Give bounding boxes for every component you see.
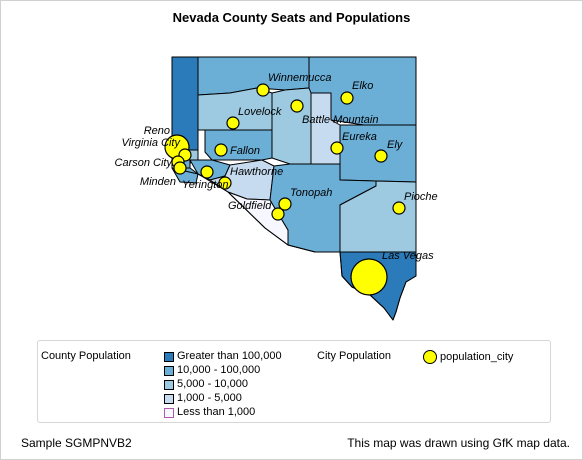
city-label-pioche: Pioche — [404, 191, 438, 203]
city-label-virginia-city: Virginia City — [122, 137, 182, 149]
city-label-eureka: Eureka — [342, 131, 377, 143]
city-bubble-goldfield[interactable] — [271, 207, 285, 221]
county-lander[interactable] — [271, 87, 312, 165]
city-bubble-pioche[interactable] — [392, 201, 406, 215]
nevada-map: Winnemucca Elko Lovelock Battle Mountain Ren… — [115, 56, 438, 321]
city-bubble-eureka[interactable] — [330, 141, 344, 155]
city-label-carson-city: Carson City — [115, 157, 174, 169]
city-bubble-hawthorne[interactable] — [218, 176, 232, 190]
city-bubble-las-vegas[interactable] — [350, 258, 388, 296]
city-bubble-elko[interactable] — [340, 91, 354, 105]
city-bubble-fallon[interactable] — [214, 143, 228, 157]
legend-label-1: Greater than 100,000 — [177, 350, 282, 362]
city-bubble-yerington[interactable] — [200, 165, 214, 179]
city-legend-title: City Population — [317, 350, 391, 362]
city-bubble-battle-mountain[interactable] — [290, 99, 304, 113]
legend-label-2: 10,000 - 100,000 — [177, 364, 261, 376]
city-label-yerington: Yerington — [182, 179, 228, 191]
legend-swatch-4 — [164, 394, 174, 404]
legend-swatch-1 — [164, 352, 174, 362]
county-legend-title: County Population — [41, 350, 131, 362]
city-bubble-ely[interactable] — [374, 149, 388, 163]
city-label-battle-mountain: Battle Mountain — [302, 114, 378, 126]
city-bubble-lovelock[interactable] — [226, 116, 240, 130]
city-label-las-vegas: Las Vegas — [382, 250, 434, 262]
city-bubble-winnemucca[interactable] — [256, 83, 270, 97]
city-label-goldfield: Goldfield — [228, 200, 272, 212]
city-label-hawthorne: Hawthorne — [230, 166, 283, 178]
city-label-elko: Elko — [352, 80, 373, 92]
city-label-tonopah: Tonopah — [290, 187, 332, 199]
legend-swatch-2 — [164, 366, 174, 376]
legend-label-5: Less than 1,000 — [177, 406, 256, 418]
city-label-ely: Ely — [387, 139, 404, 151]
city-bubble-tonopah[interactable] — [278, 197, 292, 211]
city-bubble-minden[interactable] — [173, 161, 187, 175]
legend-swatch-5 — [164, 408, 174, 418]
footer-data-credit: This map was drawn using GfK map data. — [347, 436, 570, 450]
city-label-fallon: Fallon — [230, 145, 260, 157]
legend-swatch-3 — [164, 380, 174, 390]
legend: County Population Greater than 100,000 1… — [37, 340, 551, 423]
city-label-lovelock: Lovelock — [238, 106, 282, 118]
footer-sample-id: Sample SGMPNVB2 — [21, 436, 132, 450]
county-nv-outline — [171, 56, 417, 321]
city-label-reno: Reno — [144, 125, 170, 137]
legend-label-4: 1,000 - 5,000 — [177, 392, 242, 404]
city-bubble-symbol-icon — [423, 350, 437, 364]
city-label-winnemucca: Winnemucca — [268, 72, 331, 84]
city-label-minden: Minden — [140, 176, 176, 188]
legend-label-3: 5,000 - 10,000 — [177, 378, 248, 390]
map-title: Nevada County Seats and Populations — [172, 10, 411, 25]
city-legend-label: population_city — [440, 351, 514, 363]
